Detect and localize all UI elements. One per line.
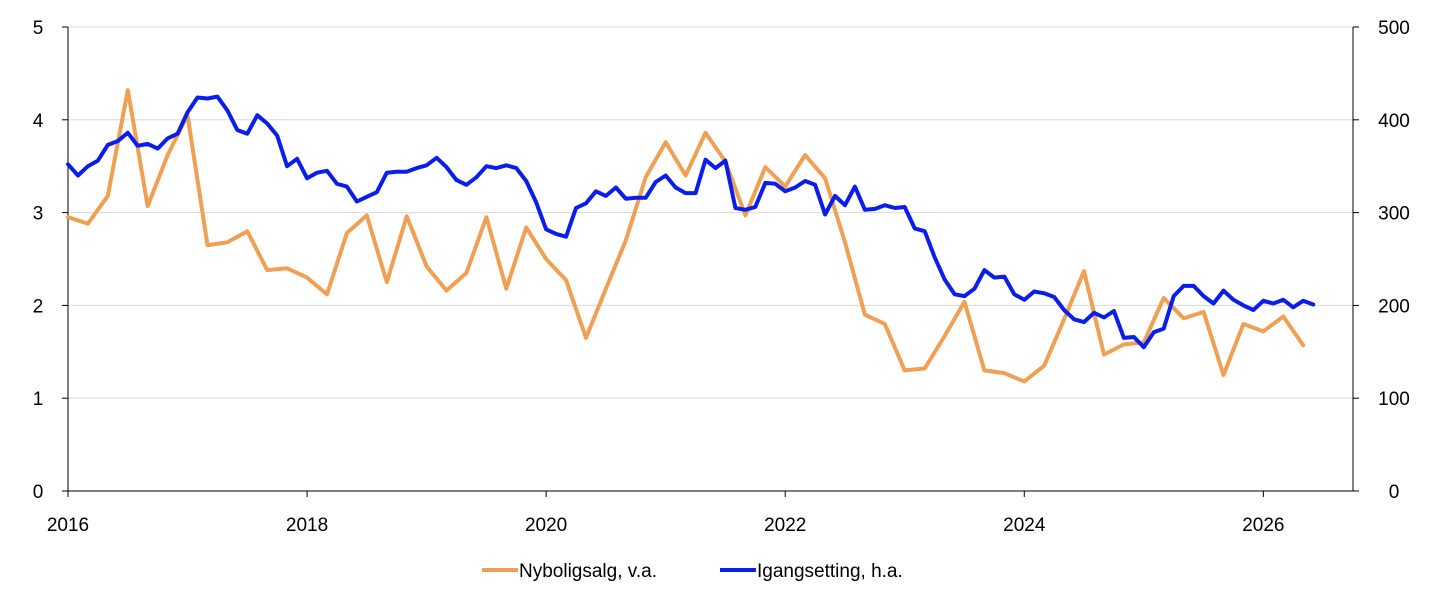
right-axis-tick-label: 500 — [1378, 18, 1410, 39]
series-line-2 — [66, 94, 1316, 350]
axes: 0 1 2 3 4 5 0 100 200 300 400 500 2016 2018 2020 2022 20… — [33, 18, 1410, 536]
x-axis-tick-label: 2022 — [764, 515, 806, 536]
x-axis-tick-label: 2018 — [286, 515, 328, 536]
legend-label-1: Nyboligsalg, v.a. — [519, 561, 657, 582]
x-axis-tick-label: 2020 — [525, 515, 567, 536]
gridlines — [68, 26, 1353, 399]
right-axis-tick-label: 0 — [1389, 482, 1400, 503]
series-lines — [66, 88, 1316, 384]
left-axis-tick-label: 0 — [33, 482, 44, 503]
legend: Nyboligsalg, v.a. Igangsetting, h.a. — [482, 561, 903, 582]
legend-label-2: Igangsetting, h.a. — [757, 561, 903, 582]
right-axis-tick-label: 400 — [1378, 111, 1410, 132]
right-axis-tick-label: 200 — [1378, 296, 1410, 317]
left-axis-tick-label: 5 — [33, 18, 44, 39]
left-axis-tick-label: 1 — [33, 389, 44, 410]
x-axis-tick-label: 2016 — [47, 515, 89, 536]
x-axis-tick-label: 2026 — [1242, 515, 1284, 536]
x-axis-tick-label: 2024 — [1003, 515, 1046, 536]
left-axis-tick-label: 4 — [33, 111, 44, 132]
left-axis-tick-label: 3 — [33, 204, 44, 225]
right-axis-tick-label: 300 — [1378, 204, 1410, 225]
right-axis-tick-label: 100 — [1378, 389, 1410, 410]
left-axis-tick-label: 2 — [33, 296, 44, 317]
series-line-1 — [66, 88, 1306, 384]
